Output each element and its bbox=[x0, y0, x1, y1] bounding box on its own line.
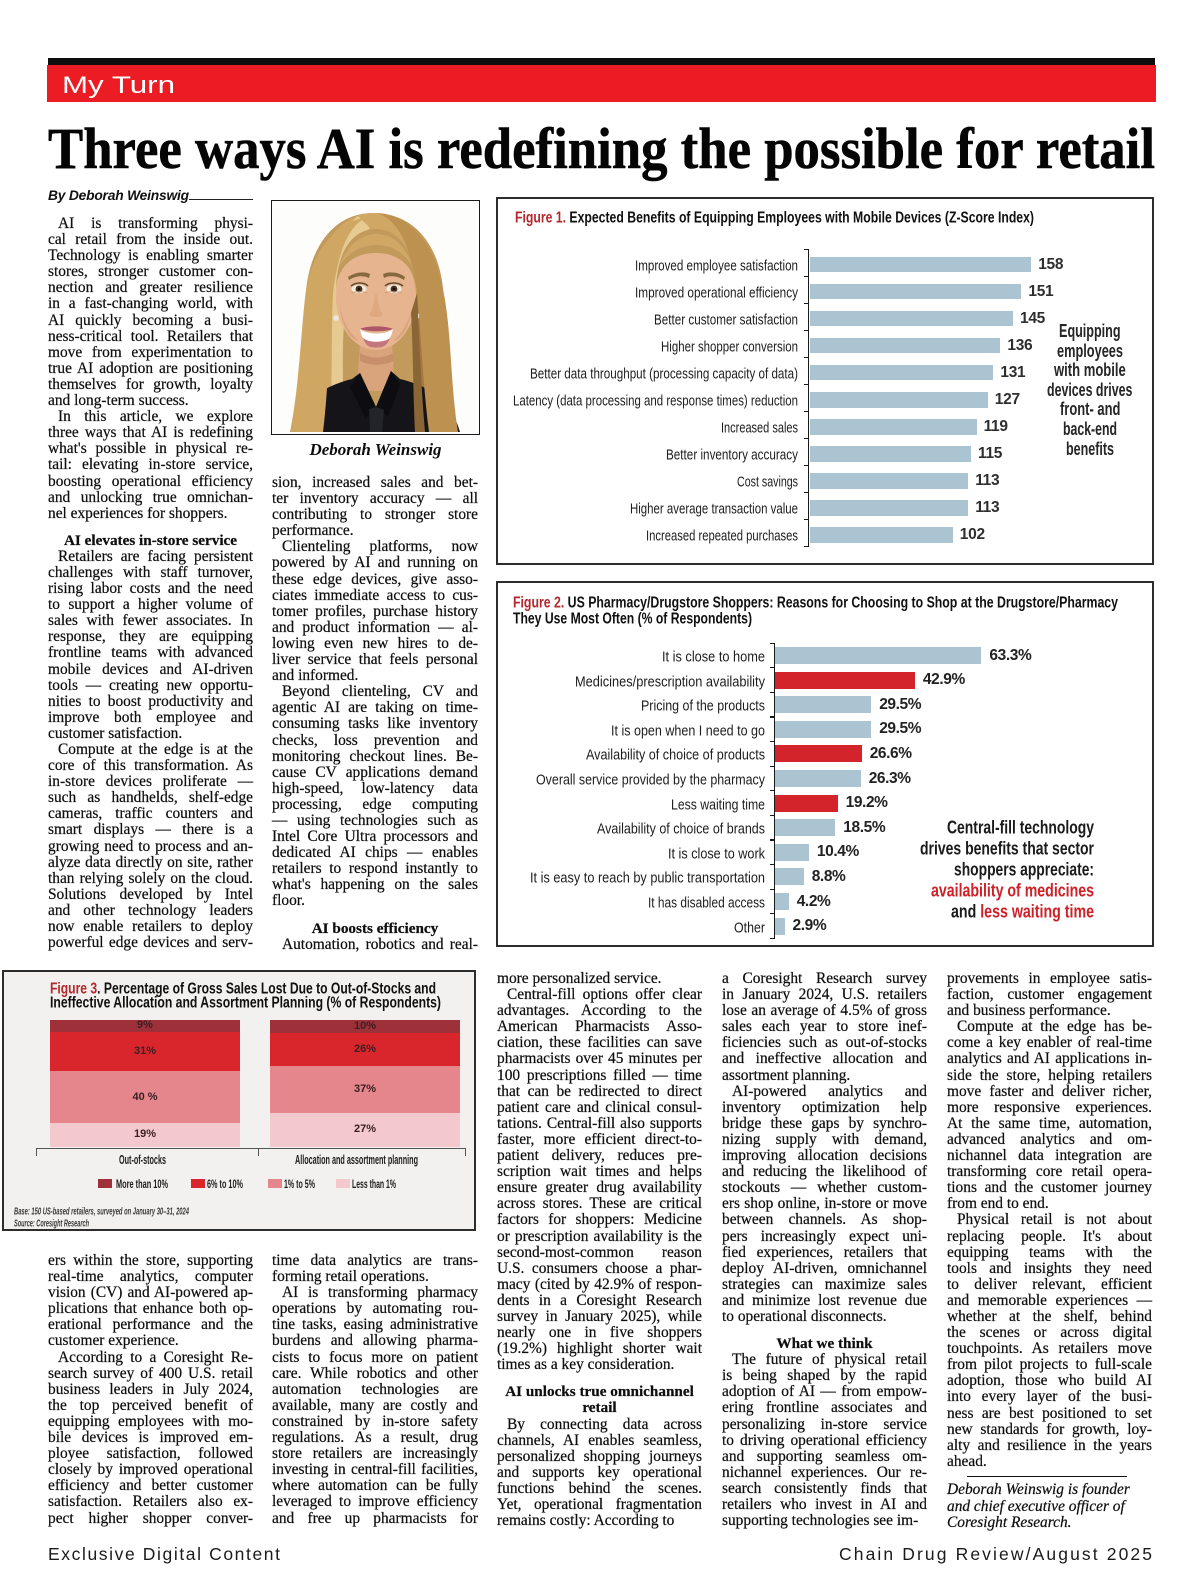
svg-text:They Use Most Often (% of Resp: They Use Most Often (% of Respondents) bbox=[513, 611, 752, 628]
svg-text:It is easy to reach by public: It is easy to reach by public transporta… bbox=[530, 870, 765, 887]
svg-text:Figure 1. Expected Benefits of: Figure 1. Expected Benefits of Equipping… bbox=[515, 209, 1034, 226]
svg-text:Higher shopper conversion: Higher shopper conversion bbox=[661, 338, 798, 355]
svg-text:devices drives: devices drives bbox=[1047, 380, 1132, 400]
svg-text:It has disabled access: It has disabled access bbox=[648, 894, 765, 911]
svg-text:drives benefits that sector: drives benefits that sector bbox=[920, 839, 1094, 859]
svg-text:Source: Coresight Research: Source: Coresight Research bbox=[14, 1217, 89, 1229]
svg-text:Improved employee satisfaction: Improved employee satisfaction bbox=[635, 257, 798, 274]
svg-text:Latency (data processing and r: Latency (data processing and response ti… bbox=[513, 392, 798, 409]
svg-text:It is close to work: It is close to work bbox=[668, 845, 765, 862]
svg-text:Allocation and assortment plan: Allocation and assortment planning bbox=[295, 1153, 418, 1167]
svg-text:availability of medicines: availability of medicines bbox=[931, 881, 1094, 901]
svg-text:Availability of choice of bran: Availability of choice of brands bbox=[597, 820, 765, 837]
svg-text:My Turn: My Turn bbox=[62, 74, 175, 99]
svg-text:It is close to home: It is close to home bbox=[662, 648, 765, 665]
svg-text:Base: 150 US-based retailers,: Base: 150 US-based retailers, surveyed o… bbox=[14, 1206, 189, 1218]
svg-text:Better data throughput (proces: Better data throughput (processing capac… bbox=[530, 365, 798, 382]
svg-text:Better customer satisfaction: Better customer satisfaction bbox=[654, 311, 798, 328]
svg-text:1% to 5%: 1% to 5% bbox=[284, 1177, 315, 1191]
svg-text:Overall service provided by th: Overall service provided by the pharmacy bbox=[536, 771, 765, 788]
svg-text:6% to 10%: 6% to 10% bbox=[207, 1177, 243, 1191]
svg-text:Higher average transaction val: Higher average transaction value bbox=[630, 500, 798, 517]
svg-text:Medicines/prescription availab: Medicines/prescription availability bbox=[575, 673, 765, 690]
svg-text:Increased sales: Increased sales bbox=[721, 419, 798, 436]
svg-text:Other: Other bbox=[734, 919, 765, 936]
svg-text:Figure 3. Percentage of Gross: Figure 3. Percentage of Gross Sales Lost… bbox=[50, 980, 436, 997]
svg-text:Pricing of the products: Pricing of the products bbox=[641, 697, 765, 714]
svg-text:Chain Drug Review/August 2025: Chain Drug Review/August 2025 bbox=[839, 1544, 1152, 1564]
svg-text:and less waiting time: and less waiting time bbox=[951, 902, 1094, 922]
svg-text:Exclusive Digital Content: Exclusive Digital Content bbox=[48, 1544, 280, 1564]
svg-text:Ineffective Allocation and Ass: Ineffective Allocation and Assortment Pl… bbox=[50, 995, 441, 1012]
svg-text:Cost savings: Cost savings bbox=[737, 473, 798, 490]
svg-text:Better inventory accuracy: Better inventory accuracy bbox=[666, 446, 798, 463]
svg-text:employees: employees bbox=[1057, 341, 1123, 361]
svg-text:Figure 2. US Pharmacy/Drugstor: Figure 2. US Pharmacy/Drugstore Shoppers… bbox=[513, 594, 1118, 611]
svg-text:Central-fill technology: Central-fill technology bbox=[947, 818, 1095, 838]
svg-text:Three ways AI is redefining th: Three ways AI is redefining the possible… bbox=[48, 116, 1155, 181]
svg-text:front- and: front- and bbox=[1060, 400, 1120, 420]
svg-text:benefits: benefits bbox=[1066, 439, 1114, 459]
svg-text:Availability of choice of prod: Availability of choice of products bbox=[586, 747, 765, 764]
svg-text:back-end: back-end bbox=[1063, 419, 1117, 439]
svg-text:Increased repeated purchases: Increased repeated purchases bbox=[646, 528, 798, 545]
svg-text:Out-of-stocks: Out-of-stocks bbox=[119, 1153, 166, 1167]
svg-text:shoppers appreciate:: shoppers appreciate: bbox=[954, 860, 1094, 880]
svg-text:Improved operational efficienc: Improved operational efficiency bbox=[635, 284, 798, 301]
svg-text:with mobile: with mobile bbox=[1054, 360, 1126, 380]
svg-text:Equipping: Equipping bbox=[1059, 321, 1121, 341]
svg-text:It is open when I need to go: It is open when I need to go bbox=[611, 722, 765, 739]
svg-text:Less than 1%: Less than 1% bbox=[352, 1177, 396, 1191]
svg-text:Less waiting time: Less waiting time bbox=[671, 796, 765, 813]
svg-text:More than 10%: More than 10% bbox=[116, 1177, 168, 1191]
